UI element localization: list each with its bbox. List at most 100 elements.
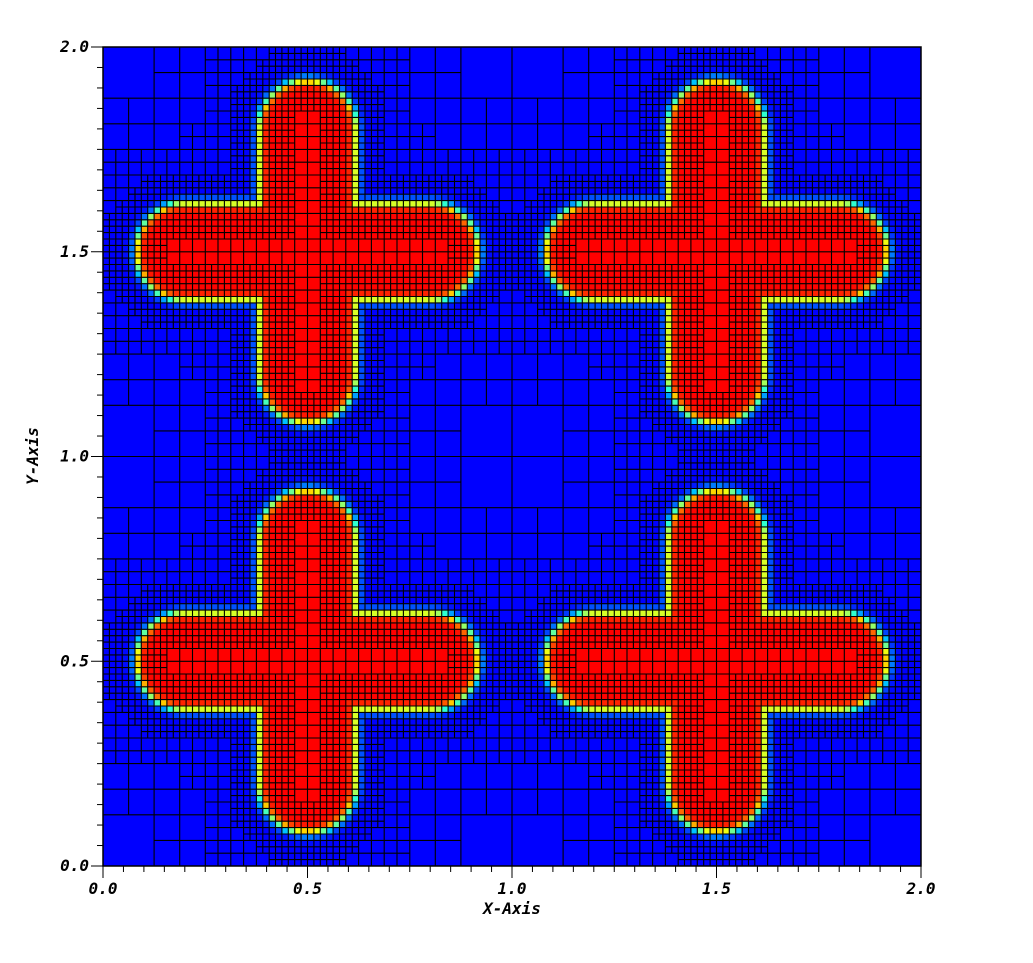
field-cell xyxy=(607,219,615,227)
field-cell xyxy=(595,616,602,624)
field-cell xyxy=(320,680,328,688)
field-cell xyxy=(448,290,455,297)
field-cell xyxy=(767,264,775,272)
field-cell xyxy=(754,590,762,598)
field-cell xyxy=(218,699,225,707)
field-cell xyxy=(671,386,679,393)
field-cell xyxy=(352,802,360,809)
field-cell xyxy=(889,674,896,681)
field-cell xyxy=(281,155,289,163)
field-cell xyxy=(269,680,276,688)
field-cell xyxy=(249,270,257,278)
field-cell xyxy=(352,194,360,201)
field-cell xyxy=(780,277,788,285)
field-cell xyxy=(678,373,685,381)
field-cell xyxy=(147,226,155,233)
field-cell xyxy=(352,770,360,777)
field-cell xyxy=(166,635,174,643)
field-cell xyxy=(269,398,276,406)
field-cell xyxy=(735,302,743,310)
field-cell xyxy=(243,270,251,278)
field-cell xyxy=(448,219,455,227)
field-cell xyxy=(390,206,398,214)
field-cell xyxy=(614,610,622,617)
field-cell xyxy=(218,270,225,278)
field-cell xyxy=(345,674,353,681)
field-cell xyxy=(358,610,366,617)
field-cell xyxy=(742,789,749,797)
field-cell xyxy=(678,302,685,310)
field-cell xyxy=(658,302,666,310)
field-cell xyxy=(403,706,411,713)
field-cell xyxy=(320,578,328,585)
field-cell xyxy=(588,699,596,707)
field-cell xyxy=(448,296,455,304)
field-cell xyxy=(371,226,379,233)
field-cell xyxy=(390,213,398,221)
field-cell xyxy=(211,712,219,720)
field-cell xyxy=(230,283,238,291)
field-cell xyxy=(333,149,340,157)
field-cell xyxy=(857,251,864,259)
field-cell xyxy=(837,610,845,617)
field-cell xyxy=(243,706,251,713)
field-cell xyxy=(818,270,826,278)
field-cell xyxy=(435,277,443,285)
field-cell xyxy=(448,686,455,694)
field-cell xyxy=(192,693,200,701)
field-cell xyxy=(326,424,334,432)
field-cell xyxy=(582,232,590,240)
field-cell xyxy=(339,123,347,131)
field-cell xyxy=(179,277,187,285)
field-cell xyxy=(716,424,724,432)
field-cell xyxy=(665,264,673,272)
field-cell xyxy=(249,520,257,528)
field-cell xyxy=(281,738,289,745)
field-cell xyxy=(742,296,749,304)
field-cell xyxy=(326,155,334,163)
field-cell xyxy=(256,565,264,573)
field-cell xyxy=(345,750,353,758)
field-cell xyxy=(761,629,769,637)
field-cell xyxy=(652,264,660,272)
field-cell xyxy=(256,322,264,329)
field-cell xyxy=(761,558,769,566)
field-cell xyxy=(352,354,360,361)
field-cell xyxy=(735,802,743,809)
field-cell xyxy=(192,238,206,253)
field-cell xyxy=(358,213,366,221)
field-cell xyxy=(269,360,276,368)
field-cell xyxy=(658,200,666,208)
field-cell xyxy=(684,571,692,579)
field-cell xyxy=(850,616,858,624)
field-cell xyxy=(754,776,762,784)
field-cell xyxy=(333,827,340,835)
field-cell xyxy=(722,398,730,406)
field-cell xyxy=(166,296,174,304)
field-cell xyxy=(294,328,308,342)
field-cell xyxy=(543,226,551,233)
field-cell xyxy=(198,706,206,713)
field-cell xyxy=(249,379,257,387)
field-cell xyxy=(281,552,289,560)
field-cell xyxy=(326,834,334,841)
field-cell xyxy=(345,629,353,637)
field-cell xyxy=(467,251,475,259)
field-cell xyxy=(339,270,347,278)
field-cell xyxy=(396,693,404,701)
field-cell xyxy=(320,597,328,605)
field-cell xyxy=(473,213,481,221)
field-cell xyxy=(473,680,481,688)
field-cell xyxy=(690,795,698,803)
field-cell xyxy=(473,245,481,253)
field-cell xyxy=(141,693,149,701)
field-cell xyxy=(735,373,743,381)
field-cell xyxy=(275,302,283,310)
field-cell xyxy=(384,264,391,272)
field-cell xyxy=(480,654,487,662)
field-cell xyxy=(818,642,826,649)
field-cell xyxy=(882,283,890,291)
field-cell xyxy=(262,578,270,585)
field-cell xyxy=(333,322,340,329)
field-cell xyxy=(805,603,813,611)
